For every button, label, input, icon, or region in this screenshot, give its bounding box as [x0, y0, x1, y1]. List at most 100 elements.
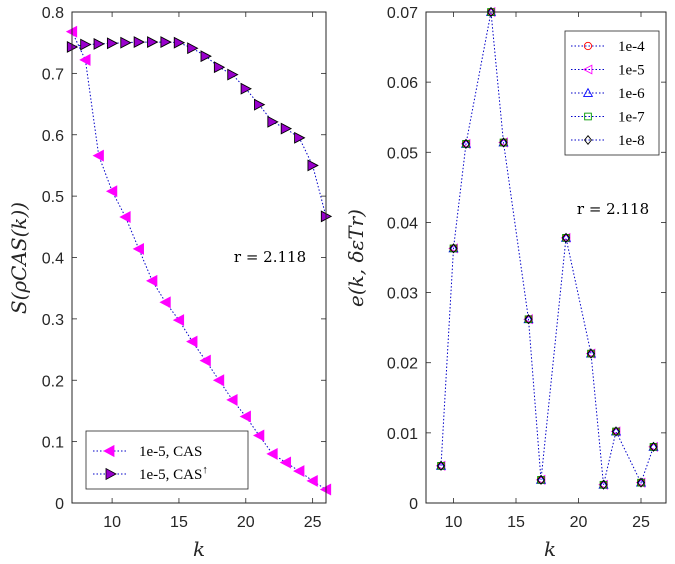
left-series-2-point	[267, 115, 279, 128]
left-chart-series	[65, 25, 333, 496]
left-series-1-point	[266, 447, 278, 460]
left-series-2-point	[187, 42, 199, 55]
left-series-2-point	[294, 131, 306, 144]
right-legend-marker-5	[583, 134, 593, 146]
left-series-1-point	[79, 53, 91, 66]
right-chart-frame	[425, 11, 667, 504]
right-series-5-point	[461, 138, 471, 149]
right-series-5-point	[486, 6, 496, 18]
left-series-1-point	[279, 456, 292, 469]
left-series-2-point	[280, 122, 293, 135]
left-legend-label-2-sup: ↑	[202, 464, 208, 476]
y-tick-label: 0	[55, 496, 64, 513]
right-legend-label-4: 1e-7	[618, 110, 645, 126]
left-series-2-point	[254, 98, 266, 111]
right-series-5-point	[561, 232, 571, 243]
y-tick-label: 0	[409, 496, 418, 513]
right-chart-legend: 1e-4 1e-5 1e-6 1e-7 1e-8	[564, 30, 660, 156]
left-series-2-point	[93, 37, 105, 50]
x-tick-label: 20	[237, 514, 255, 531]
left-chart-xlabel: k	[193, 537, 205, 561]
right-legend-label-2: 1e-5	[618, 63, 645, 79]
y-tick-label: 0.07	[387, 5, 418, 22]
left-series-1-point	[212, 374, 225, 387]
left-legend-label-2: 1e-5, CAS↑	[139, 464, 208, 483]
left-chart-ylabel-text: S(ρCAS(k))	[7, 202, 31, 314]
y-tick-label: 0.7	[42, 66, 64, 83]
right-legend-marker-1	[583, 41, 593, 51]
y-tick-label: 0.3	[42, 312, 64, 329]
left-chart-frame	[71, 11, 327, 504]
right-chart-ticks: 10 15 20 25 0 0.01 0.02 0.03 0.04 0.05 0.06 0.07	[387, 5, 666, 531]
left-chart-ylabel: S(ρCAS(k))	[7, 202, 31, 314]
right-series-5-point	[611, 426, 621, 437]
right-series-5-point	[536, 474, 546, 485]
y-tick-label: 0.05	[387, 145, 418, 162]
left-series-1-point	[119, 211, 131, 223]
x-tick-label: 25	[632, 514, 650, 531]
left-series-1-point	[252, 429, 265, 442]
y-tick-label: 0.01	[387, 426, 418, 443]
right-series-5-point	[436, 460, 446, 471]
x-tick-label: 10	[445, 514, 463, 531]
right-legend-label-1: 1e-4	[618, 39, 645, 55]
left-series-2-point	[147, 36, 159, 49]
right-chart-annotation: r = 2.118	[577, 200, 649, 218]
left-series-1-point	[146, 274, 158, 287]
left-series-1-point	[132, 242, 144, 255]
left-legend-marker-1	[103, 444, 115, 458]
y-tick-label: 0.5	[42, 189, 64, 206]
x-tick-label: 15	[170, 514, 188, 531]
right-series-5-point	[449, 243, 458, 254]
left-series-2-point	[240, 82, 252, 95]
left-series-2-point	[133, 36, 146, 49]
left-legend-label-1: 1e-5, CAS	[139, 444, 202, 460]
right-series-5-point	[499, 137, 508, 148]
right-series-line	[440, 11, 654, 485]
left-series-1-point	[172, 314, 185, 327]
left-legend-label-2-text: 1e-5, CAS	[139, 467, 202, 483]
right-chart-xlabel: k	[544, 537, 556, 561]
left-legend-marker-2	[105, 467, 117, 481]
y-tick-label: 0.04	[387, 215, 418, 232]
x-tick-label: 20	[570, 514, 588, 531]
right-legend-marker-2	[582, 64, 593, 75]
left-series-1-point	[226, 393, 238, 406]
right-series-5-point	[636, 477, 646, 488]
left-series-2-point	[106, 37, 119, 50]
left-series-1-point	[306, 474, 318, 487]
right-legend-label-5: 1e-8	[618, 133, 645, 149]
x-tick-label: 25	[304, 514, 322, 531]
left-chart-annotation: r = 2.118	[234, 248, 306, 266]
y-tick-label: 0.1	[42, 435, 64, 452]
left-series-2-point	[160, 36, 172, 49]
left-series-2-point	[200, 50, 212, 63]
left-chart-ticks: 10 15 20 25 0 0.1 0.2 0.3 0.4 0.5 0.6 0.7 0.8	[42, 5, 326, 531]
left-chart-legend: 1e-5, CAS 1e-5, CAS↑	[85, 430, 249, 490]
left-series-1-point	[186, 335, 198, 348]
y-tick-label: 0.4	[42, 251, 64, 268]
left-series-1-point	[159, 296, 171, 309]
right-legend-items: 1e-4 1e-5 1e-6 1e-7 1e-8	[571, 39, 645, 149]
right-series-5-point	[599, 479, 608, 490]
left-series-1-point	[105, 185, 118, 198]
left-series-1-point	[239, 410, 251, 423]
left-series-2-point	[173, 36, 186, 49]
right-series-5-point	[524, 314, 533, 325]
x-tick-label: 15	[507, 514, 525, 531]
left-series-2-point	[120, 36, 132, 49]
right-chart-ylabel: e(k, δεTr)	[344, 209, 368, 307]
y-tick-label: 0.8	[42, 5, 64, 22]
right-legend-marker-4	[584, 112, 592, 121]
right-legend-label-3: 1e-6	[618, 86, 645, 102]
left-series-1-point	[199, 354, 211, 367]
right-legend-box	[564, 30, 660, 156]
left-legend-box	[85, 430, 249, 490]
left-series-2-point	[213, 61, 226, 74]
left-series-1-point	[293, 465, 305, 478]
y-tick-label: 0.06	[387, 75, 418, 92]
left-series-1-point	[92, 149, 104, 162]
y-tick-label: 0.2	[42, 373, 64, 390]
